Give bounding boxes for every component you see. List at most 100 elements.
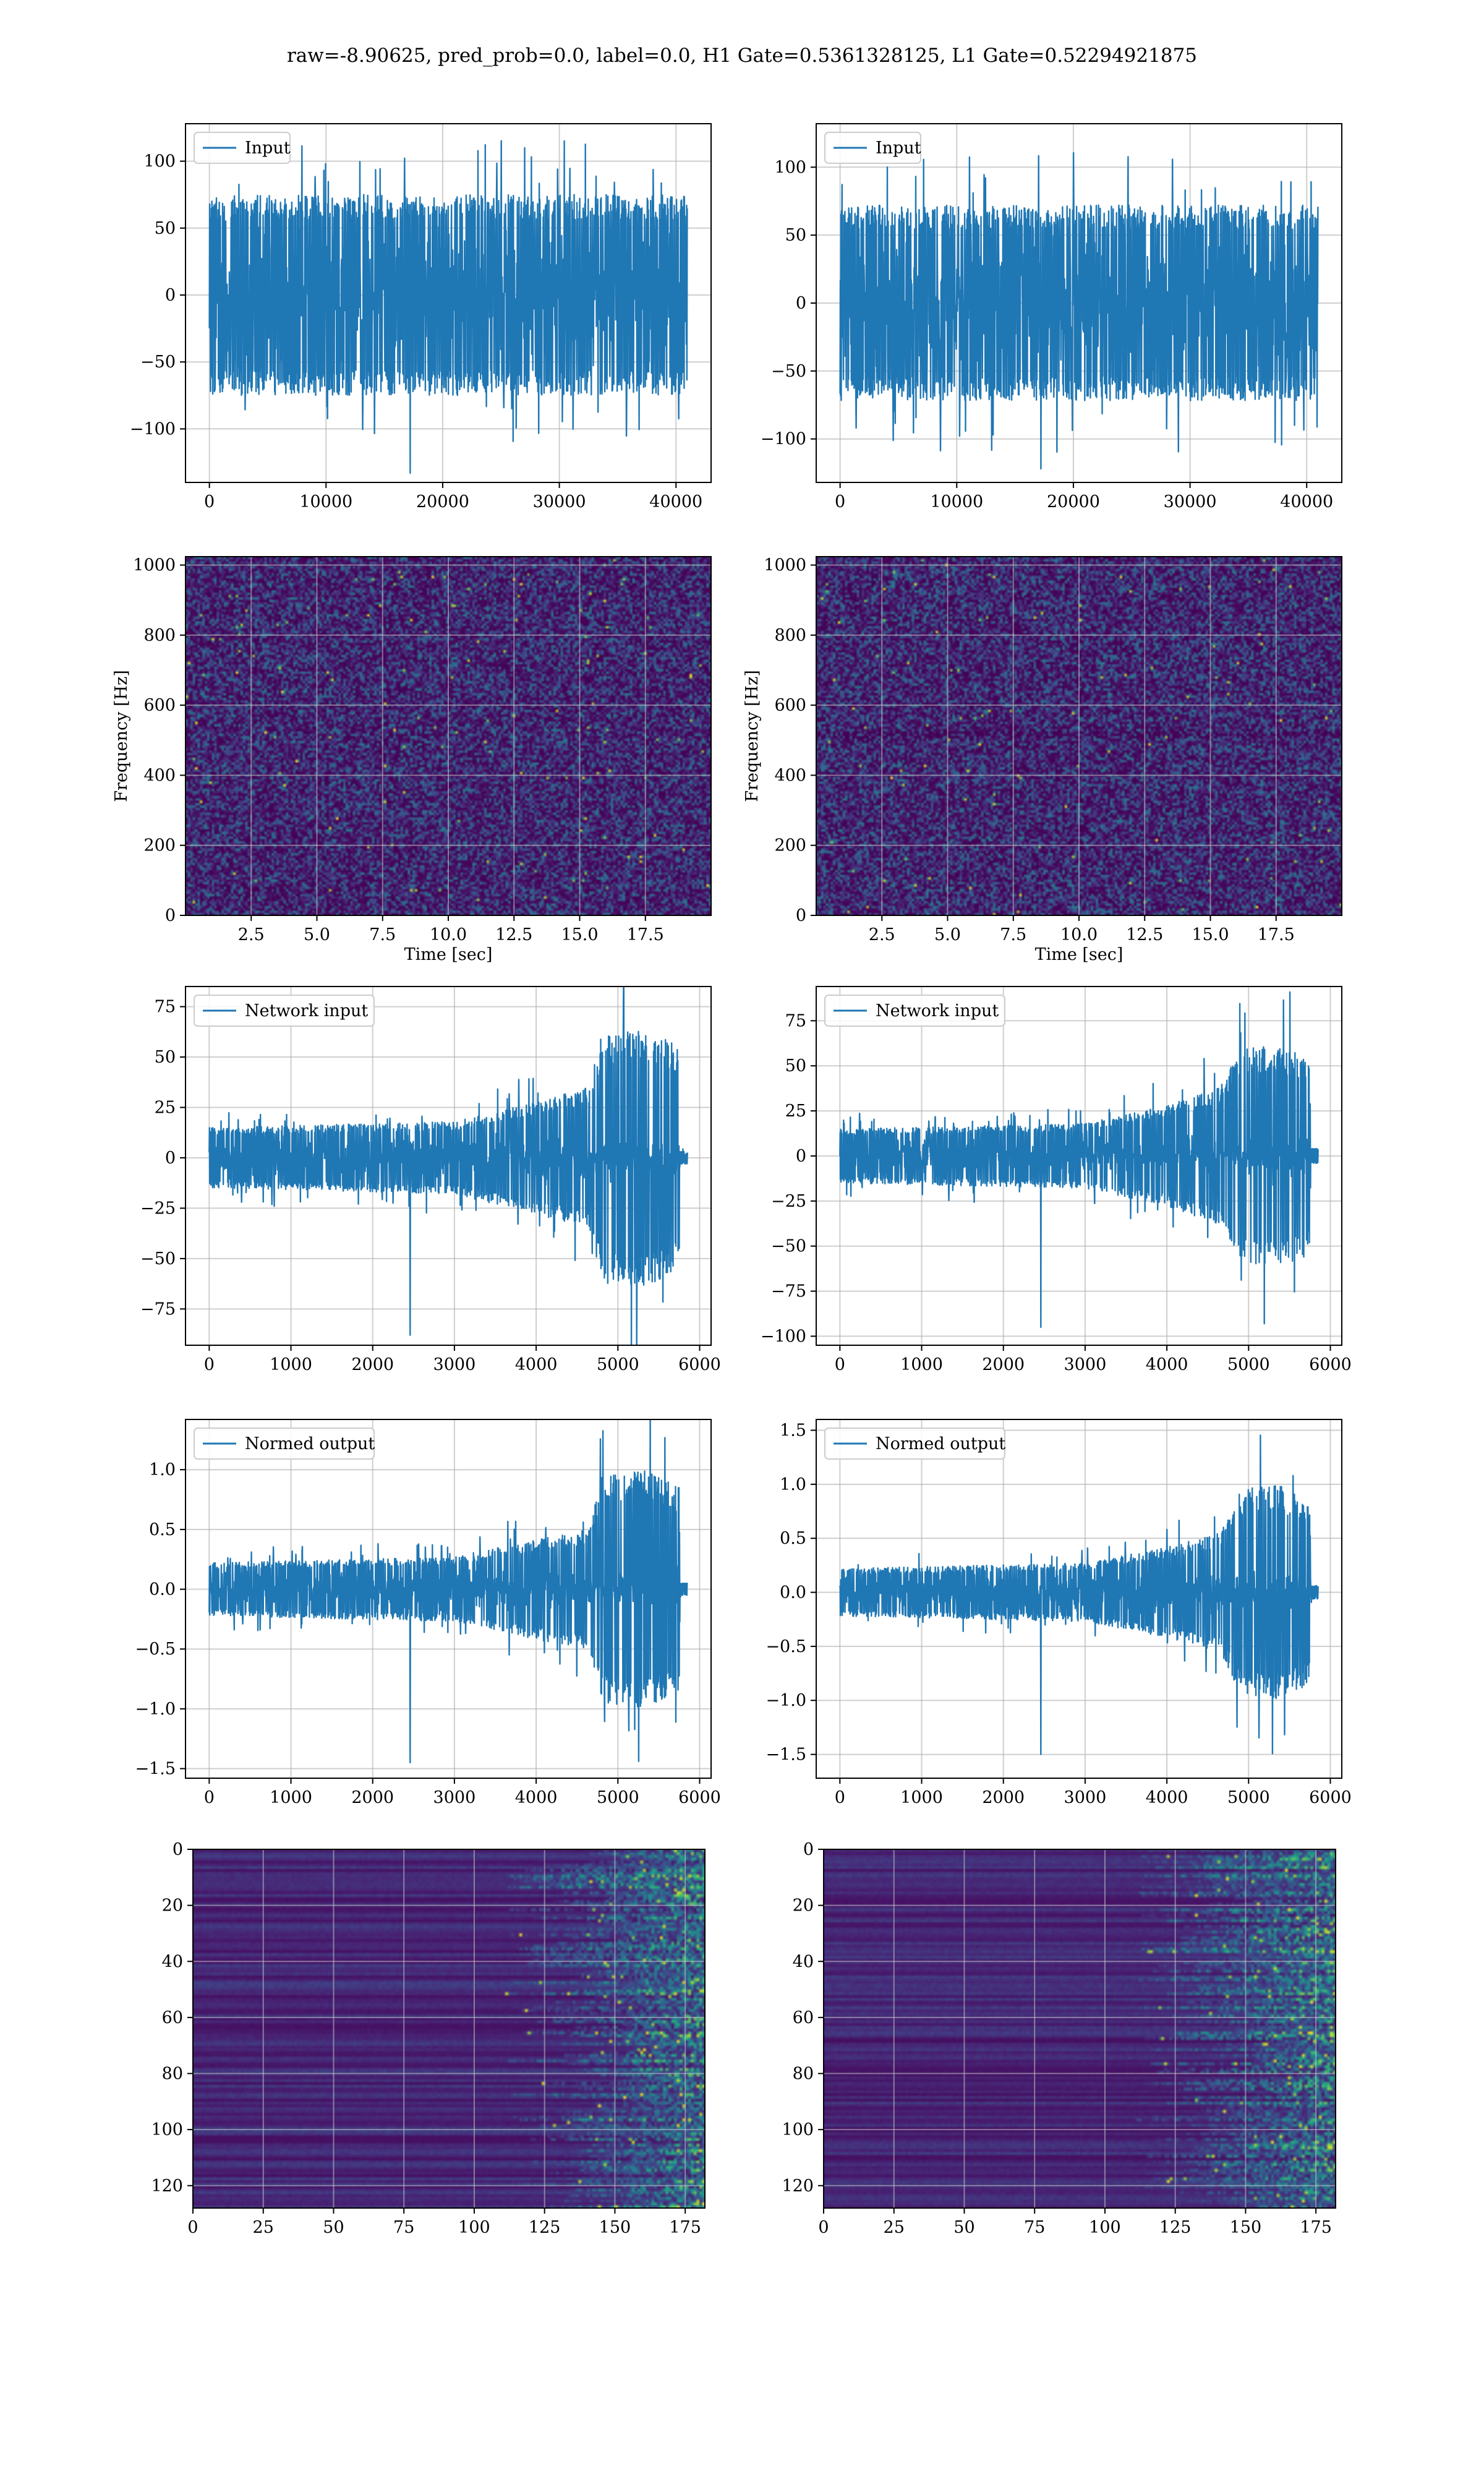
input-l1-series-line — [839, 152, 1319, 470]
input-l1-ytick-label: −50 — [771, 362, 806, 381]
act-l1-xtick-label: 150 — [1230, 2218, 1262, 2237]
spec-h1-y-ticks: 0 200 400 600 800 1000 — [133, 556, 186, 925]
input-l1-legend: Input — [824, 132, 921, 164]
spec-h1-xtick-label: 5.0 — [304, 925, 330, 944]
netin-l1-ytick-label: 50 — [785, 1056, 806, 1076]
act-h1-ytick-label: 60 — [162, 2008, 183, 2027]
act-h1-xtick-label: 50 — [323, 2218, 344, 2237]
norm-h1-xtick-label: 3000 — [433, 1788, 476, 1807]
spec-l1-xtick-label: 5.0 — [934, 925, 961, 944]
spec-l1-ylabel: Frequency [Hz] — [743, 670, 762, 802]
spec-h1-panel: 2.5 5.0 7.5 10.0 12.5 15.0 17.5 0 200 400 600 800 10… — [112, 556, 712, 964]
act-l1-ytick-label: 100 — [782, 2120, 814, 2139]
input-h1-xtick-label: 40000 — [649, 492, 702, 511]
netin-l1-y-ticks: −100 −75 −50 −25 0 25 50 75 — [761, 1011, 816, 1346]
act-h1-panel: 0 25 50 75 100 125 150 175 0 20 40 60 80 100 120 — [151, 1840, 706, 2237]
spec-h1-ytick-label: 600 — [143, 696, 176, 715]
input-l1-xtick-label: 0 — [835, 492, 845, 511]
act-h1-grid — [192, 1849, 705, 2208]
norm-l1-legend-label: Normed output — [876, 1434, 1005, 1453]
netin-l1-xtick-label: 2000 — [982, 1355, 1025, 1374]
act-h1-xtick-label: 100 — [458, 2218, 490, 2237]
norm-l1-xtick-label: 0 — [835, 1788, 845, 1807]
input-h1-ytick-label: 50 — [155, 219, 176, 238]
act-l1-ytick-label: 120 — [782, 2177, 814, 2196]
act-l1-xtick-label: 125 — [1159, 2218, 1192, 2237]
input-l1-ytick-label: 50 — [785, 226, 806, 245]
input-l1-xtick-label: 10000 — [930, 492, 983, 511]
spec-l1-ytick-label: 1000 — [764, 556, 806, 575]
input-l1-x-ticks: 0 10000 20000 30000 40000 — [835, 482, 1333, 511]
act-h1-xtick-label: 75 — [393, 2218, 414, 2237]
norm-l1-ytick-label: −0.5 — [765, 1637, 806, 1656]
act-h1-y-ticks: 0 20 40 60 80 100 120 — [151, 1840, 193, 2196]
netin-h1-ytick-label: 75 — [155, 998, 176, 1017]
norm-l1-ytick-label: 0.0 — [780, 1583, 806, 1603]
netin-l1-xtick-label: 0 — [835, 1355, 845, 1374]
norm-l1-series-line — [839, 1434, 1319, 1755]
act-h1-ytick-label: 0 — [173, 1840, 183, 1859]
spec-l1-ytick-label: 200 — [774, 836, 806, 855]
norm-l1-frame — [816, 1419, 1342, 1779]
spec-l1-ytick-label: 400 — [774, 766, 806, 785]
netin-h1-y-ticks: −75 −50 −25 0 25 50 75 — [140, 998, 186, 1319]
input-l1-xtick-label: 40000 — [1280, 492, 1333, 511]
act-h1-xtick-label: 125 — [529, 2218, 561, 2237]
netin-h1-ytick-label: −75 — [140, 1299, 176, 1319]
act-h1-image — [193, 1849, 705, 2208]
norm-l1-ytick-label: −1.5 — [765, 1745, 806, 1765]
input-h1-xtick-label: 20000 — [416, 492, 469, 511]
norm-l1-y-ticks: −1.5 −1.0 −0.5 0.0 0.5 1.0 1.5 — [765, 1421, 816, 1765]
norm-l1-ytick-label: 1.5 — [780, 1421, 806, 1440]
norm-l1-panel: 0 1000 2000 3000 4000 5000 6000 −1.5 −1.0 −0.5 0.0… — [765, 1419, 1352, 1807]
norm-h1-ytick-label: −1.0 — [135, 1700, 176, 1719]
spec-l1-ytick-label: 0 — [796, 906, 806, 925]
spec-l1-panel: 2.5 5.0 7.5 10.0 12.5 15.0 17.5 0 200 400 600 800 10… — [743, 556, 1342, 964]
spec-h1-xtick-label: 2.5 — [238, 925, 265, 944]
input-h1-x-ticks: 0 10000 20000 30000 40000 — [204, 482, 702, 511]
netin-h1-xtick-label: 5000 — [597, 1355, 639, 1374]
spec-l1-ytick-label: 800 — [774, 626, 806, 645]
norm-h1-legend: Normed output — [194, 1427, 375, 1460]
input-h1-xtick-label: 30000 — [533, 492, 586, 511]
norm-h1-frame — [185, 1419, 712, 1779]
netin-l1-legend-label: Network input — [876, 1001, 999, 1021]
act-l1-xtick-label: 25 — [884, 2218, 905, 2237]
subplots-grid: 0 10000 20000 30000 40000−100−50050100Input0… — [112, 123, 1352, 2237]
netin-l1-ytick-label: −100 — [761, 1327, 806, 1346]
spec-h1-ytick-label: 200 — [143, 836, 176, 855]
act-l1-x-ticks: 0 25 50 75 100 125 150 175 — [818, 2208, 1332, 2237]
input-h1-xtick-label: 10000 — [299, 492, 352, 511]
netin-l1-ytick-label: 0 — [796, 1147, 806, 1166]
act-h1-frame — [192, 1849, 706, 2209]
norm-h1-panel: 0 1000 2000 3000 4000 5000 6000 −1.5 −1.0 −0.5 0.0… — [135, 1419, 721, 1807]
spec-h1-xtick-label: 7.5 — [369, 925, 396, 944]
netin-l1-ytick-label: −25 — [771, 1192, 806, 1211]
norm-h1-series-line — [208, 1419, 688, 1764]
netin-h1-ytick-label: −50 — [140, 1249, 176, 1269]
input-l1-ytick-label: 0 — [796, 294, 806, 313]
netin-h1-legend-label: Network input — [245, 1001, 368, 1021]
act-l1-xtick-label: 175 — [1300, 2218, 1332, 2237]
act-h1-ytick-label: 100 — [151, 2120, 183, 2139]
act-l1-ytick-label: 0 — [803, 1840, 814, 1859]
norm-h1-ytick-label: −1.5 — [135, 1760, 176, 1779]
spec-l1-xtick-label: 17.5 — [1258, 925, 1295, 944]
norm-l1-xtick-label: 2000 — [982, 1788, 1025, 1807]
input-h1-frame — [185, 123, 712, 483]
netin-h1-ytick-label: 50 — [155, 1048, 176, 1067]
spec-h1-ytick-label: 1000 — [133, 556, 176, 575]
norm-l1-xtick-label: 1000 — [900, 1788, 943, 1807]
act-l1-y-ticks: 0 20 40 60 80 100 120 — [782, 1840, 824, 2196]
netin-h1-xtick-label: 1000 — [270, 1355, 312, 1374]
act-l1-ytick-label: 20 — [793, 1896, 814, 1915]
netin-h1-series-line — [208, 987, 688, 1345]
netin-h1-xtick-label: 6000 — [678, 1355, 721, 1374]
netin-h1-ytick-label: −25 — [140, 1199, 176, 1218]
netin-l1-ytick-label: −75 — [771, 1282, 806, 1301]
act-l1-xtick-label: 50 — [953, 2218, 974, 2237]
spec-h1-ylabel: Frequency [Hz] — [112, 670, 131, 802]
norm-h1-xtick-label: 1000 — [270, 1788, 312, 1807]
figure-suptitle: raw=-8.90625, pred_prob=0.0, label=0.0, … — [287, 45, 1197, 67]
